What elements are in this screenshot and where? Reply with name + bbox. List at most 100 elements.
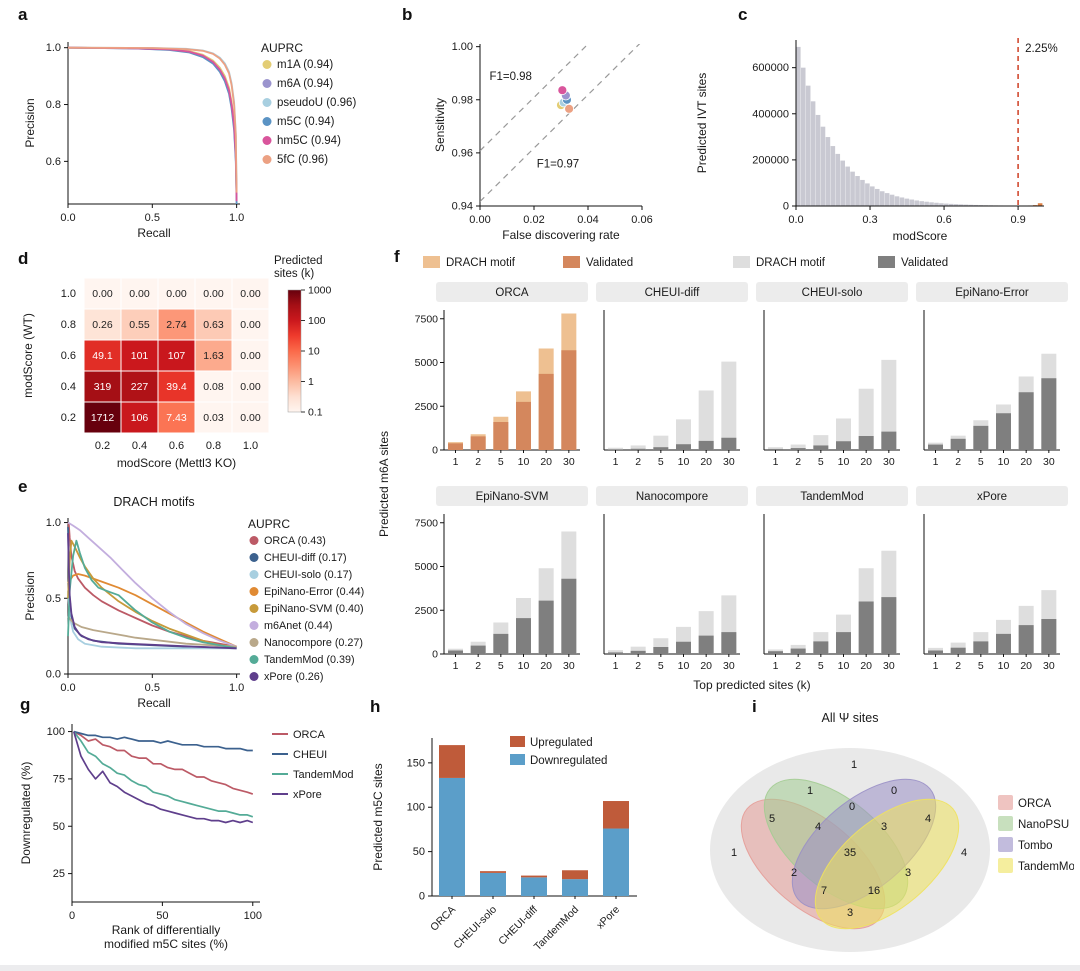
svg-text:50: 50 [413,846,425,858]
svg-text:0.6: 0.6 [169,440,184,452]
svg-text:EpiNano-Error: EpiNano-Error [955,287,1029,299]
svg-text:75: 75 [53,773,65,785]
svg-text:10: 10 [998,660,1010,672]
svg-text:ORCA: ORCA [428,904,458,934]
svg-text:TandemMod: TandemMod [293,769,354,781]
svg-text:Predicted IVT sites: Predicted IVT sites [695,73,709,174]
svg-text:0.63: 0.63 [203,319,224,331]
svg-text:0.55: 0.55 [129,319,150,331]
svg-text:5000: 5000 [415,357,439,369]
svg-text:0.96: 0.96 [452,147,473,159]
svg-text:7: 7 [821,885,827,897]
svg-text:modScore (WT): modScore (WT) [21,313,35,398]
svg-text:0.00: 0.00 [129,288,150,300]
panel-h-label: h [370,697,381,716]
svg-text:20: 20 [540,660,552,672]
svg-text:0: 0 [432,649,438,661]
panel-a-chart: 0.0 0.5 1.0 0.6 0.8 1.0 Recall Precision AUPRC m1… [16,6,368,258]
svg-text:modScore (Mettl3 KO): modScore (Mettl3 KO) [117,456,236,470]
svg-text:1.00: 1.00 [452,41,473,53]
svg-text:20: 20 [860,660,872,672]
svg-text:10: 10 [838,660,850,672]
svg-text:0.94: 0.94 [452,201,473,213]
svg-text:DRACH motif: DRACH motif [756,257,826,269]
panel-b-chart: 0.00 0.02 0.04 0.06 0.94 0.96 0.98 1.00 F1=0.98 F… [392,6,674,258]
panel-c-svg: 0.0 0.3 0.6 0.9 0 200000 400000 600000 2.25% modS… [695,38,1058,243]
svg-text:0.08: 0.08 [203,381,224,393]
svg-text:10: 10 [518,660,530,672]
panel-a-label: a [18,5,28,24]
svg-text:0: 0 [432,445,438,457]
panel-e-label: e [18,477,28,496]
svg-text:0.5: 0.5 [46,593,61,605]
svg-text:0.03: 0.03 [203,412,224,424]
svg-text:30: 30 [723,660,735,672]
panel-b-label: b [402,5,413,24]
svg-text:3: 3 [881,821,887,833]
panel-a: a 0.0 0.5 1.0 0.6 0.8 1.0 Recall Precision AUPRC… [16,6,368,253]
svg-text:Precision: Precision [23,98,37,147]
svg-text:2: 2 [795,456,801,468]
panel-h-svg: 0 50 100 150 ORCACHEUI-soloCHEUI-diffTandemM… [371,736,637,953]
panel-i-svg: All Ψ sites 1 1 0 1 4 5 0 4 4 3 2 3 35 7 16 3 ORCA NanoPSU… [710,711,1080,952]
svg-text:0.00: 0.00 [469,214,490,226]
svg-text:5: 5 [658,660,664,672]
svg-text:7500: 7500 [415,313,439,325]
svg-text:Recall: Recall [137,696,170,710]
svg-text:AUPRC: AUPRC [261,41,303,55]
svg-text:0.8: 0.8 [206,440,221,452]
svg-text:0: 0 [419,891,425,903]
svg-text:0.1: 0.1 [308,407,323,419]
svg-text:0.8: 0.8 [61,319,76,331]
svg-text:106: 106 [131,412,149,424]
svg-text:TandemMod: TandemMod [800,491,863,503]
svg-text:1: 1 [807,785,813,797]
svg-text:m6Anet (0.44): m6Anet (0.44) [264,620,332,632]
svg-text:20: 20 [700,660,712,672]
svg-text:20: 20 [1020,456,1032,468]
svg-text:Recall: Recall [137,226,170,240]
svg-text:30: 30 [563,456,575,468]
svg-text:319: 319 [94,381,112,393]
svg-text:0.4: 0.4 [132,440,147,452]
svg-text:1.0: 1.0 [61,288,76,300]
svg-text:1: 1 [731,847,737,859]
svg-text:Sensitivity: Sensitivity [433,98,447,152]
svg-text:7500: 7500 [415,517,439,529]
svg-text:5: 5 [978,456,984,468]
svg-text:5: 5 [498,660,504,672]
svg-text:2: 2 [795,660,801,672]
svg-text:0: 0 [891,785,897,797]
svg-text:10: 10 [518,456,530,468]
svg-text:5: 5 [818,660,824,672]
svg-text:1: 1 [613,456,619,468]
svg-text:ORCA: ORCA [495,287,529,299]
window-bottom-edge [0,965,1080,971]
svg-text:2: 2 [955,456,961,468]
svg-text:m1A (0.94): m1A (0.94) [277,59,333,71]
panel-c: c 0.0 0.3 0.6 0.9 0 200000 400000 600000 2.25% mo… [684,6,1076,253]
panel-g-svg: 0 50 100 25 50 75 100 Rank of differentiallymod… [19,724,354,951]
svg-text:20: 20 [1020,660,1032,672]
svg-text:10: 10 [838,456,850,468]
svg-text:30: 30 [1043,660,1055,672]
panel-h-chart: 0 50 100 150 ORCA CHEUI-solo CHEUI-diff TandemM… [360,698,700,971]
svg-text:30: 30 [563,660,575,672]
panel-f-chart: DRACH motif Validated DRACH motif Validated… [366,248,1078,701]
svg-text:NanoPSU: NanoPSU [1018,819,1069,831]
svg-text:m5C (0.94): m5C (0.94) [277,116,335,128]
svg-text:1: 1 [453,456,459,468]
svg-text:0.0: 0.0 [788,214,803,226]
svg-text:3: 3 [847,907,853,919]
svg-text:0.2: 0.2 [95,440,110,452]
panel-c-label: c [738,5,748,24]
svg-text:30: 30 [1043,456,1055,468]
svg-text:Predicted m5C sites: Predicted m5C sites [371,763,385,870]
svg-text:1.0: 1.0 [46,517,61,529]
svg-text:1: 1 [613,660,619,672]
svg-text:0.00: 0.00 [240,381,261,393]
svg-text:30: 30 [723,456,735,468]
svg-text:TandemMod (0.39): TandemMod (0.39) [264,654,355,666]
svg-text:100: 100 [407,802,425,814]
svg-text:DRACH motifs: DRACH motifs [113,495,194,509]
